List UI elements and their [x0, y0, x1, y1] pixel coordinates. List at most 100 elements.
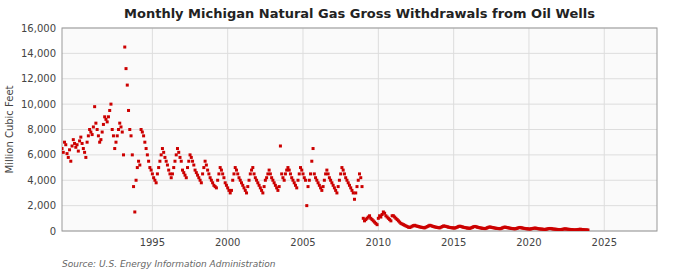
point — [230, 189, 233, 192]
point — [361, 185, 364, 188]
point — [220, 169, 223, 172]
point — [107, 115, 110, 118]
point — [302, 172, 305, 175]
x-tick-label: 2010 — [366, 237, 391, 248]
point — [359, 176, 362, 179]
point — [127, 109, 130, 112]
point — [307, 185, 310, 188]
point — [358, 172, 361, 175]
point — [280, 172, 283, 175]
point — [72, 138, 75, 141]
point — [249, 172, 252, 175]
point — [93, 105, 96, 108]
point — [62, 147, 64, 150]
point — [176, 147, 179, 150]
point — [279, 144, 282, 147]
point — [132, 185, 135, 188]
y-tick-label: 4,000 — [27, 175, 56, 186]
point — [114, 141, 117, 144]
point — [96, 128, 99, 131]
point — [339, 172, 342, 175]
point — [92, 125, 95, 128]
y-tick-label: 10,000 — [21, 99, 56, 110]
point — [312, 147, 315, 150]
point — [310, 160, 313, 163]
point — [204, 160, 207, 163]
point — [253, 172, 256, 175]
point — [304, 179, 307, 182]
plot-area — [62, 28, 657, 231]
x-grid-line — [604, 28, 605, 231]
point — [151, 172, 154, 175]
point — [112, 134, 115, 137]
point — [308, 179, 311, 182]
point — [102, 123, 105, 126]
point — [133, 210, 136, 213]
point — [245, 191, 248, 194]
point — [97, 134, 100, 137]
y-tick-label: 16,000 — [21, 23, 56, 34]
point — [135, 179, 138, 182]
point — [69, 160, 72, 163]
point — [201, 172, 204, 175]
point — [155, 181, 158, 184]
point — [156, 172, 159, 175]
point — [296, 179, 299, 182]
point — [177, 151, 180, 154]
point — [147, 160, 150, 163]
point — [309, 172, 312, 175]
x-tick-label: 2015 — [441, 237, 466, 248]
point — [106, 120, 109, 123]
point — [81, 142, 84, 145]
source-note: Source: U.S. Energy Information Administ… — [62, 259, 276, 269]
point — [87, 134, 90, 137]
x-grid-line — [227, 28, 228, 231]
point — [162, 151, 165, 154]
y-grid-line — [62, 129, 657, 130]
point — [192, 164, 195, 167]
x-grid-line — [528, 28, 529, 231]
point — [300, 169, 303, 172]
point — [146, 153, 149, 156]
point — [121, 131, 124, 134]
point — [217, 172, 220, 175]
point — [173, 160, 176, 163]
point — [231, 179, 234, 182]
point — [322, 185, 325, 188]
x-grid-line — [378, 28, 379, 231]
y-grid-line — [62, 205, 657, 206]
y-tick-label: 6,000 — [27, 149, 56, 160]
point — [186, 166, 189, 169]
y-tick-label: 0 — [50, 226, 56, 237]
point — [354, 191, 357, 194]
point — [166, 164, 169, 167]
point — [143, 141, 146, 144]
point — [82, 147, 85, 150]
point — [68, 148, 71, 151]
x-grid-line — [453, 28, 454, 231]
chart: 02,0004,0006,0008,00010,00012,00014,0001… — [0, 0, 675, 275]
point — [221, 172, 224, 175]
points — [62, 46, 589, 231]
point — [137, 160, 140, 163]
point — [66, 152, 69, 155]
y-tick-label: 2,000 — [27, 200, 56, 211]
point — [248, 179, 251, 182]
point — [389, 219, 392, 222]
point — [157, 166, 160, 169]
point — [167, 169, 170, 172]
point — [130, 134, 133, 137]
point — [289, 172, 292, 175]
point — [216, 179, 219, 182]
point — [232, 172, 235, 175]
point — [86, 141, 89, 144]
point — [128, 128, 131, 131]
point — [62, 151, 65, 154]
point — [305, 204, 308, 207]
point — [119, 125, 122, 128]
point — [327, 172, 330, 175]
point — [268, 169, 271, 172]
point — [288, 169, 291, 172]
point — [101, 131, 104, 134]
point — [190, 156, 193, 159]
